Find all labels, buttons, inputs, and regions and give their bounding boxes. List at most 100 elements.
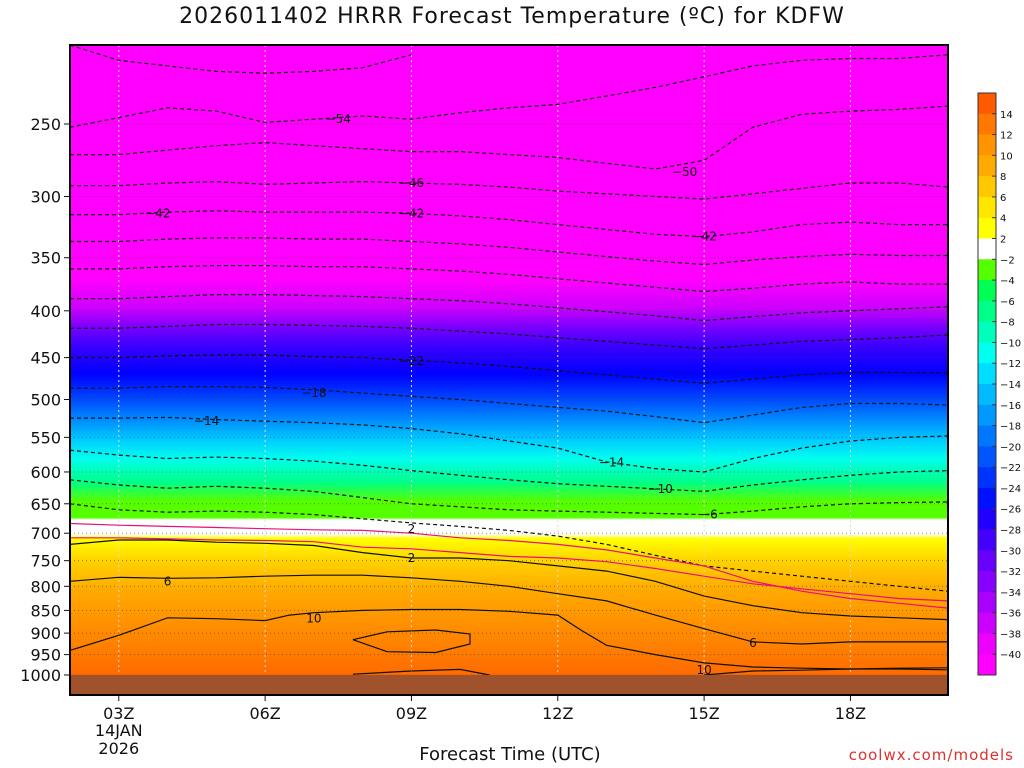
x-tick-label: 06Z xyxy=(249,704,280,723)
y-tick-label: 600 xyxy=(30,463,61,482)
colorbar-swatch xyxy=(978,93,996,115)
colorbar-label: −18 xyxy=(1000,422,1021,433)
colorbar-swatch xyxy=(978,467,996,489)
contour-label: −42 xyxy=(399,206,424,220)
y-axis-ticks: 250 300 350 400 450 500 550 600 650 700 750 800 850 9… xyxy=(20,115,70,685)
colorbar-swatch xyxy=(978,134,996,156)
y-tick-label: 400 xyxy=(30,302,61,321)
colorbar-swatch xyxy=(978,633,996,655)
y-tick-label: 700 xyxy=(30,524,61,543)
colorbar-label: −32 xyxy=(1000,567,1021,578)
colorbar-swatch xyxy=(978,654,996,676)
contour-label: −10 xyxy=(648,482,673,496)
y-tick-label: 800 xyxy=(30,577,61,596)
x-tick-label: 18Z xyxy=(835,704,866,723)
y-tick-label: 550 xyxy=(30,428,61,447)
contour-label: 10 xyxy=(306,612,321,626)
colorbar-swatch xyxy=(978,425,996,447)
contour-label: −14 xyxy=(599,456,624,470)
colorbar-label: −30 xyxy=(1000,546,1021,557)
contour-label: 6 xyxy=(164,574,172,588)
plot-frame xyxy=(69,44,949,696)
colorbar-label: −38 xyxy=(1000,629,1021,640)
contour-line xyxy=(70,105,948,170)
contour-line xyxy=(70,608,948,671)
y-tick-label: 950 xyxy=(30,646,61,665)
contour-line xyxy=(70,416,948,473)
y-tick-label: 450 xyxy=(30,349,61,368)
colorbar-swatch xyxy=(978,342,996,364)
contour-label: −42 xyxy=(145,206,170,220)
colorbar-label: −4 xyxy=(1000,276,1015,287)
contour-label: 2 xyxy=(408,522,416,536)
contour-label: −50 xyxy=(672,165,697,179)
contour-label: −22 xyxy=(399,354,424,368)
x-axis-label: Forecast Time (UTC) xyxy=(419,744,601,765)
contour-label: −46 xyxy=(399,176,424,190)
colorbar-swatch xyxy=(978,113,996,135)
colorbar-label: −12 xyxy=(1000,359,1021,370)
colorbar-swatch xyxy=(978,196,996,219)
contour-labels: −54 −50 −46 −42 −42 −42 −22 −18 −14 −14 −10 −6 2 2 6 10… xyxy=(145,112,757,677)
contour-label: 10 xyxy=(696,663,711,677)
contour-line xyxy=(70,54,948,128)
contour-line xyxy=(70,45,412,74)
colorbar-label: 10 xyxy=(1000,151,1013,162)
x-tick-label: 15Z xyxy=(688,704,719,723)
colorbar-label: −28 xyxy=(1000,526,1021,537)
colorbar-label: 14 xyxy=(1000,110,1013,121)
colorbar-label: 6 xyxy=(1000,193,1006,204)
colorbar-swatch xyxy=(978,155,996,177)
contour-label: 2 xyxy=(408,551,416,565)
colorbar-label: −8 xyxy=(1000,318,1015,329)
colorbar-swatch xyxy=(978,363,996,385)
site-credit[interactable]: coolwx.com/models xyxy=(848,746,1014,764)
y-tick-label: 1000 xyxy=(20,666,61,685)
y-tick-label: 650 xyxy=(30,495,61,514)
contour-label: −42 xyxy=(691,230,716,244)
colorbar-label: −14 xyxy=(1000,380,1021,391)
contour-line xyxy=(352,668,490,676)
contour-line xyxy=(70,503,948,592)
contour-line xyxy=(70,537,948,602)
x-date-label: 14JAN xyxy=(95,721,143,740)
colorbar-swatch xyxy=(978,238,996,260)
x-tick-label: 03Z xyxy=(103,704,134,723)
y-tick-label: 500 xyxy=(30,391,61,410)
colorbar-swatch xyxy=(978,529,996,551)
colorbar-label: −22 xyxy=(1000,463,1021,474)
gradient-fill xyxy=(70,205,948,675)
y-tick-label: 300 xyxy=(30,187,61,206)
temperature-fill xyxy=(70,205,948,675)
colorbar-label: −6 xyxy=(1000,297,1015,308)
y-tick-label: 900 xyxy=(30,624,61,643)
colorbar-label: −2 xyxy=(1000,255,1015,266)
x-tick-label: 09Z xyxy=(396,704,427,723)
contour-line xyxy=(70,574,948,645)
plot-area: −54 −50 −46 −42 −42 −42 −22 −18 −14 −14 −10 −6 2 2 6 10… xyxy=(70,45,948,695)
colorbar-swatch xyxy=(978,176,996,198)
colorbar-swatch xyxy=(978,591,996,614)
colorbar-swatch xyxy=(978,508,996,530)
contour-line xyxy=(70,539,948,621)
contour-label: −6 xyxy=(700,508,718,522)
contour-label: −14 xyxy=(194,414,219,428)
colorbar-label: −34 xyxy=(1000,588,1021,599)
colorbar-label: −26 xyxy=(1000,505,1021,516)
colorbar-label: 2 xyxy=(1000,235,1006,246)
colorbar: 14 12 10 8 6 4 2 −2 −4 −6 −8 −10 −12 −14 −16 −18 −20 −22 −… xyxy=(977,92,1021,676)
contour-line xyxy=(70,522,948,609)
colorbar-swatch xyxy=(978,550,996,572)
y-tick-label: 850 xyxy=(30,601,61,620)
colorbar-label: −36 xyxy=(1000,609,1021,620)
colorbar-swatch xyxy=(978,384,996,406)
colorbar-label: 8 xyxy=(1000,172,1006,183)
colorbar-label: −24 xyxy=(1000,484,1021,495)
colorbar-swatch xyxy=(978,217,996,239)
x-date-label: 2026 xyxy=(98,739,139,758)
colorbar-label: −10 xyxy=(1000,338,1021,349)
contour-line xyxy=(704,667,948,676)
colorbar-swatch xyxy=(978,404,996,426)
